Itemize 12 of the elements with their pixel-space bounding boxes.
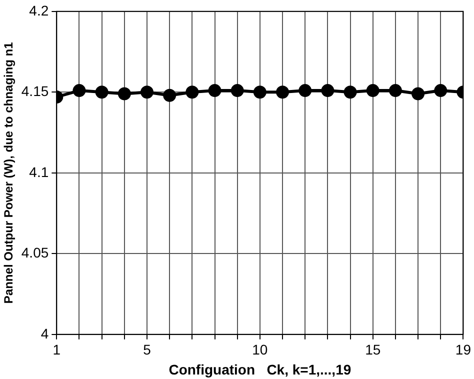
y-tick-label: 4 <box>40 325 49 342</box>
y-tick-label: 4.2 <box>29 2 49 18</box>
y-tick-label: 4.1 <box>29 164 49 180</box>
x-tick-label: 5 <box>143 342 152 358</box>
x-tick-label: 10 <box>252 342 268 358</box>
y-tick-label: 4.05 <box>21 244 49 261</box>
x-tick-label: 1 <box>52 342 61 358</box>
x-tick-label: 19 <box>455 342 472 358</box>
y-tick-label: 4.15 <box>21 83 49 100</box>
y-axis-title: Pannel Outpur Power (W), due to chnaging n1 <box>2 42 16 304</box>
x-axis-title: Configuation Ck, k=1,...,19 <box>168 361 352 378</box>
x-tick-label: 15 <box>365 342 381 358</box>
